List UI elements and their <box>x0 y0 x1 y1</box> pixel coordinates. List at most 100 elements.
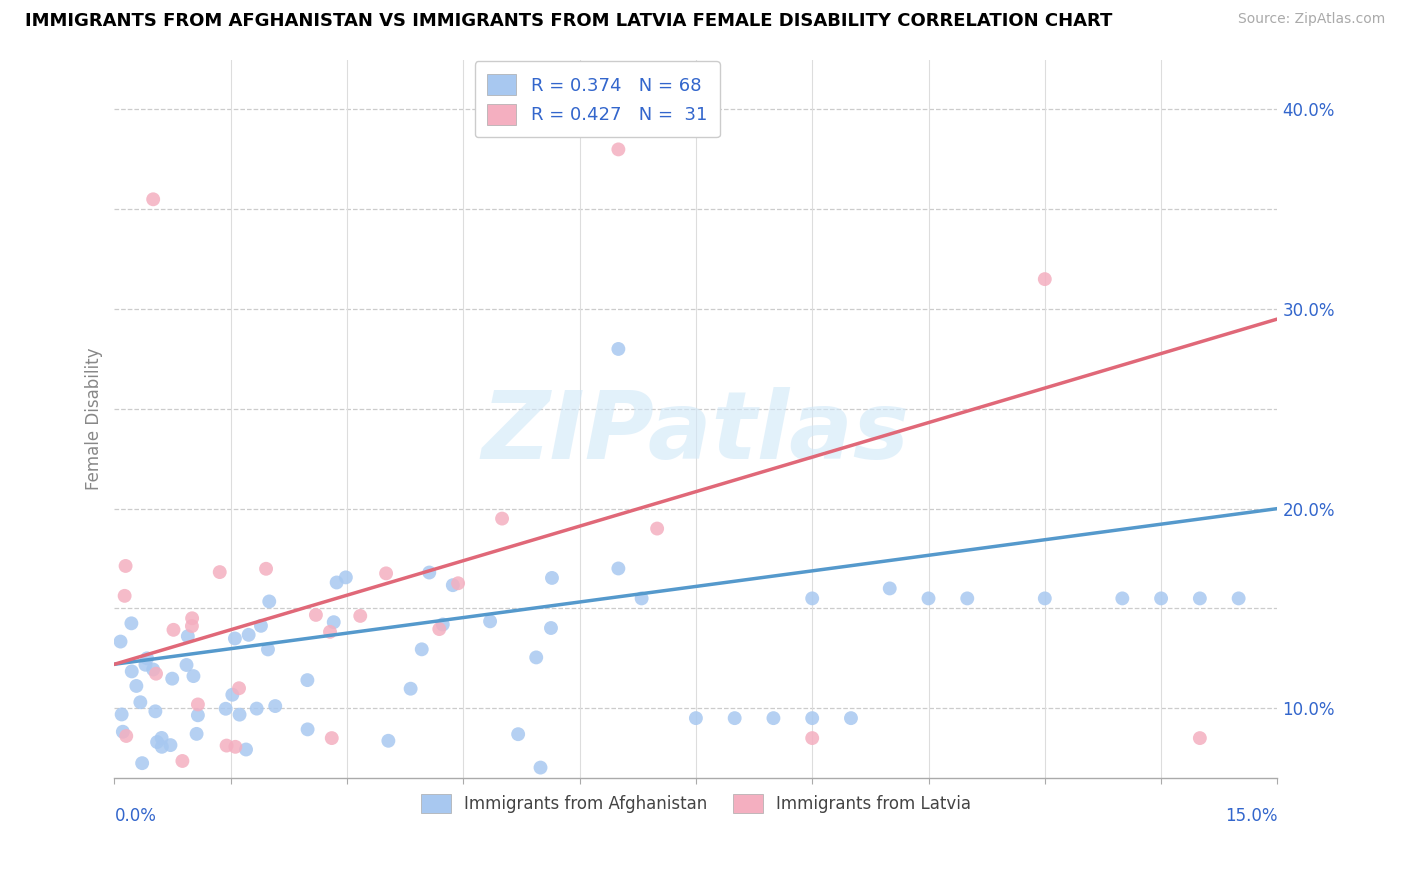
Point <box>145 704 167 718</box>
Point <box>110 634 132 648</box>
Point <box>142 663 165 677</box>
Point <box>418 566 440 580</box>
Point <box>142 192 165 206</box>
Point <box>228 707 250 722</box>
Point <box>801 711 824 725</box>
Point <box>1033 591 1056 606</box>
Point <box>319 624 342 639</box>
Point <box>150 739 173 754</box>
Point <box>479 615 502 629</box>
Point <box>375 566 398 581</box>
Point <box>254 562 277 576</box>
Point <box>322 615 344 630</box>
Point <box>145 666 167 681</box>
Text: ZIPatlas: ZIPatlas <box>482 387 910 479</box>
Point <box>762 711 785 725</box>
Point <box>187 698 209 712</box>
Point <box>447 576 470 591</box>
Point <box>131 756 153 771</box>
Point <box>115 729 138 743</box>
Point <box>238 628 260 642</box>
Point <box>529 761 551 775</box>
Point <box>645 522 668 536</box>
Point <box>114 558 136 573</box>
Point <box>607 342 630 356</box>
Point <box>1150 591 1173 606</box>
Point <box>724 711 747 725</box>
Point <box>508 727 530 741</box>
Point <box>917 591 939 606</box>
Point <box>136 651 159 665</box>
Point <box>176 658 198 673</box>
Point <box>129 695 152 709</box>
Text: IMMIGRANTS FROM AFGHANISTAN VS IMMIGRANTS FROM LATVIA FEMALE DISABILITY CORRELAT: IMMIGRANTS FROM AFGHANISTAN VS IMMIGRANT… <box>25 12 1112 29</box>
Point <box>159 738 181 752</box>
Point <box>246 701 269 715</box>
Point <box>111 724 134 739</box>
Point <box>540 621 562 635</box>
Point <box>114 589 136 603</box>
Point <box>349 608 371 623</box>
Point <box>215 702 238 716</box>
Point <box>630 591 652 606</box>
Point <box>297 673 319 687</box>
Point <box>177 629 200 643</box>
Point <box>150 731 173 745</box>
Point <box>183 669 205 683</box>
Point <box>1033 272 1056 286</box>
Legend: Immigrants from Afghanistan, Immigrants from Latvia: Immigrants from Afghanistan, Immigrants … <box>415 788 977 820</box>
Point <box>441 578 464 592</box>
Point <box>224 739 246 754</box>
Point <box>1111 591 1133 606</box>
Point <box>111 707 134 722</box>
Text: 0.0%: 0.0% <box>114 806 156 825</box>
Point <box>399 681 422 696</box>
Point <box>297 723 319 737</box>
Point <box>224 632 246 646</box>
Point <box>839 711 862 725</box>
Point <box>411 642 433 657</box>
Point <box>208 565 231 579</box>
Point <box>181 611 204 625</box>
Point <box>172 754 194 768</box>
Point <box>607 142 630 156</box>
Point <box>801 591 824 606</box>
Text: 15.0%: 15.0% <box>1225 806 1278 825</box>
Point <box>377 733 399 747</box>
Point <box>235 742 257 756</box>
Point <box>607 561 630 575</box>
Point <box>257 642 280 657</box>
Point <box>325 575 347 590</box>
Y-axis label: Female Disability: Female Disability <box>86 348 103 490</box>
Point <box>162 623 184 637</box>
Point <box>1188 591 1211 606</box>
Point <box>160 672 183 686</box>
Point <box>685 711 707 725</box>
Point <box>264 699 287 714</box>
Point <box>956 591 979 606</box>
Point <box>250 619 273 633</box>
Point <box>321 731 343 745</box>
Point <box>541 571 564 585</box>
Point <box>186 727 208 741</box>
Point <box>134 657 156 672</box>
Point <box>187 708 209 723</box>
Point <box>801 731 824 745</box>
Point <box>427 622 450 636</box>
Point <box>146 735 169 749</box>
Point <box>879 582 901 596</box>
Point <box>221 688 243 702</box>
Point <box>181 619 204 633</box>
Point <box>125 679 148 693</box>
Point <box>1227 591 1250 606</box>
Point <box>491 511 513 525</box>
Point <box>524 650 547 665</box>
Point <box>305 607 328 622</box>
Text: Source: ZipAtlas.com: Source: ZipAtlas.com <box>1237 12 1385 26</box>
Point <box>228 681 250 696</box>
Point <box>121 665 143 679</box>
Point <box>259 594 281 608</box>
Point <box>432 617 454 632</box>
Point <box>1188 731 1211 745</box>
Point <box>215 739 238 753</box>
